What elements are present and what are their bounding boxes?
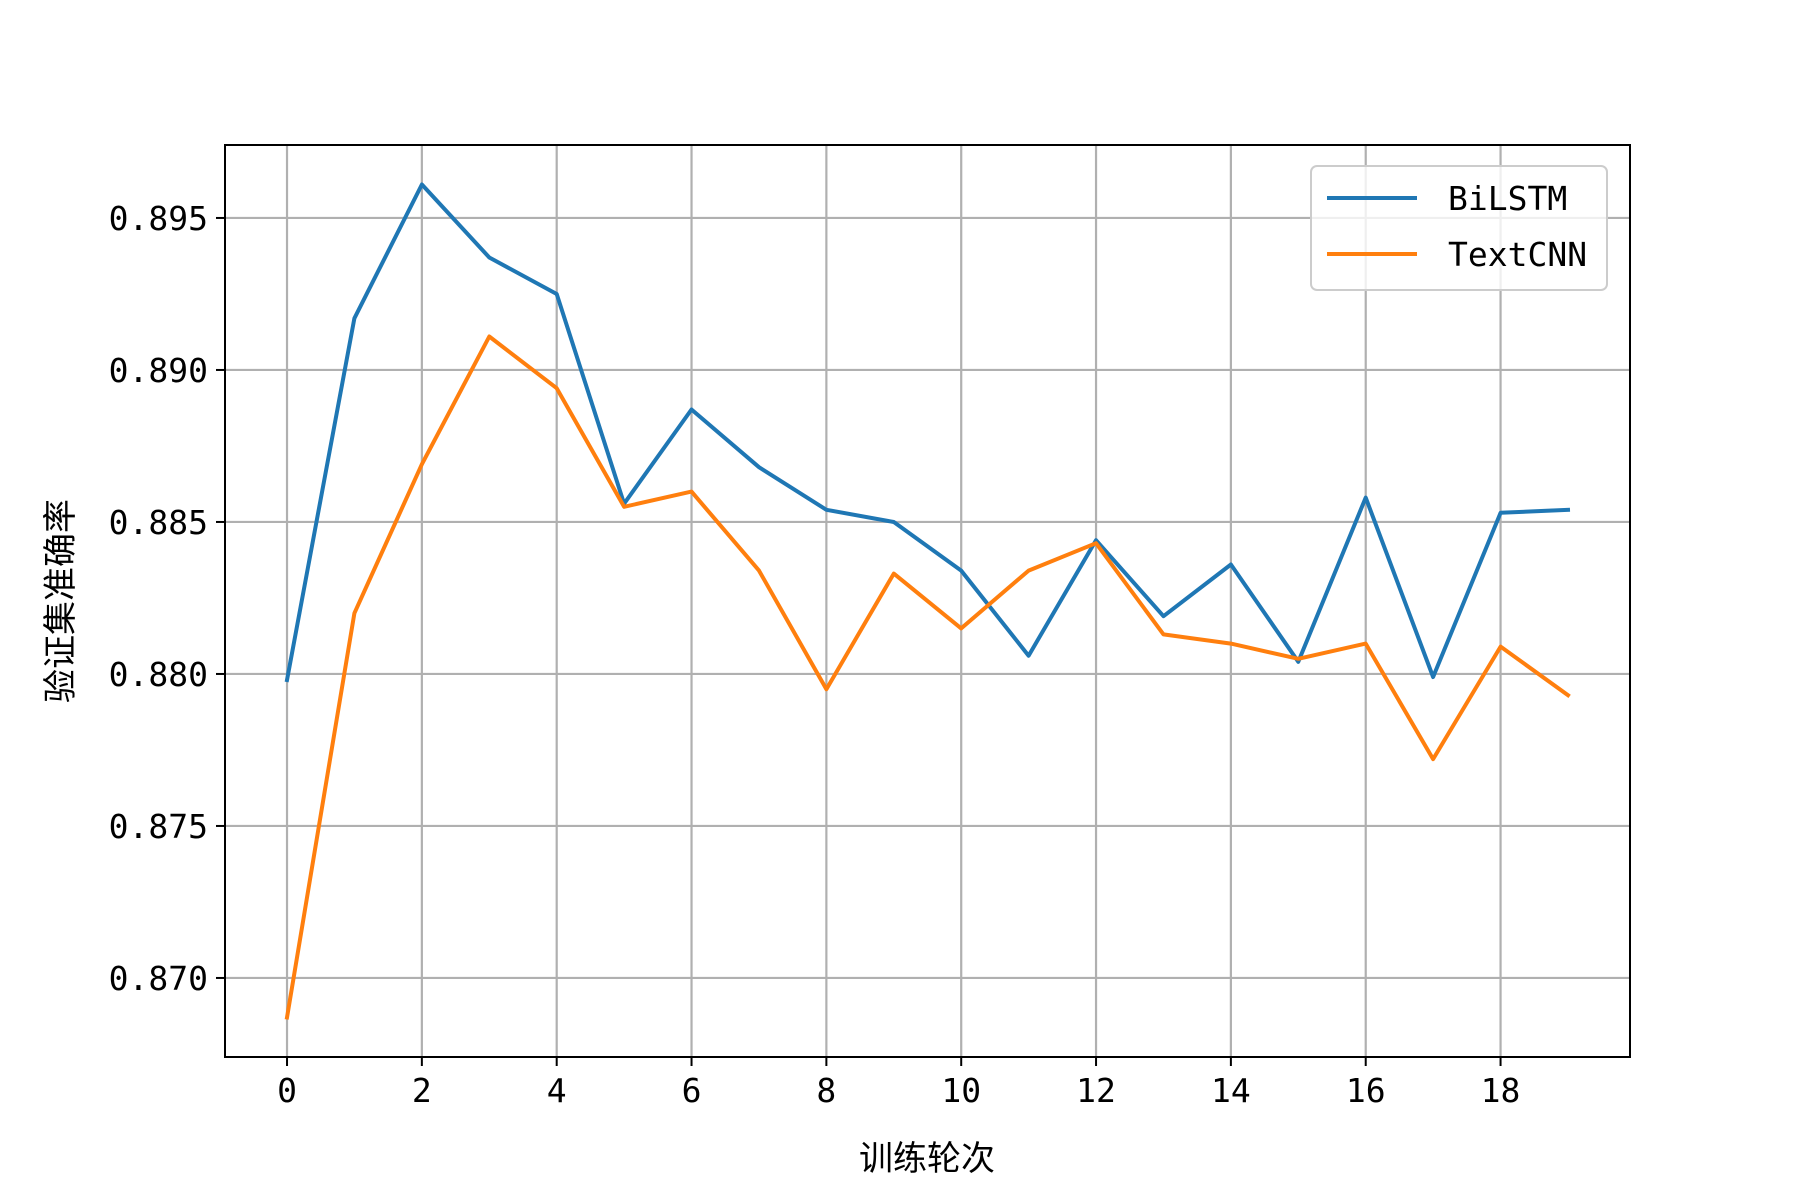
plot-frame xyxy=(224,144,1631,1058)
y-tick-label: 0.880 xyxy=(109,655,208,694)
x-tick-label: 18 xyxy=(1481,1071,1521,1110)
legend: BiLSTM TextCNN xyxy=(1310,165,1608,291)
series-line-textcnn xyxy=(284,334,1571,1020)
y-tick-label: 0.870 xyxy=(109,959,208,998)
series-lines xyxy=(284,182,1571,1020)
y-tick-label: 0.890 xyxy=(109,351,208,390)
x-tick-label: 10 xyxy=(941,1071,981,1110)
x-axis-label: 训练轮次 xyxy=(859,1139,995,1179)
x-tick-label: 4 xyxy=(547,1071,567,1110)
x-tick-label: 14 xyxy=(1211,1071,1251,1110)
x-tick-label: 16 xyxy=(1346,1071,1386,1110)
x-tick-label: 0 xyxy=(277,1071,297,1110)
x-tick-label: 6 xyxy=(682,1071,702,1110)
series-line-bilstm xyxy=(284,182,1571,683)
axis-ticks: 0 2 4 6 8 10 12 14 16 18 0.870 0.875 0.880 0.885 0.890… xyxy=(109,199,1521,1110)
y-tick-label: 0.875 xyxy=(109,807,208,846)
legend-label-textcnn: TextCNN xyxy=(1448,235,1587,274)
x-tick-label: 8 xyxy=(816,1071,836,1110)
y-axis-label: 验证集准确率 xyxy=(41,499,81,703)
y-tick-label: 0.885 xyxy=(109,503,208,542)
x-tick-label: 2 xyxy=(412,1071,432,1110)
legend-label-bilstm: BiLSTM xyxy=(1448,179,1567,218)
x-tick-label: 12 xyxy=(1076,1071,1116,1110)
y-tick-label: 0.895 xyxy=(109,199,208,238)
